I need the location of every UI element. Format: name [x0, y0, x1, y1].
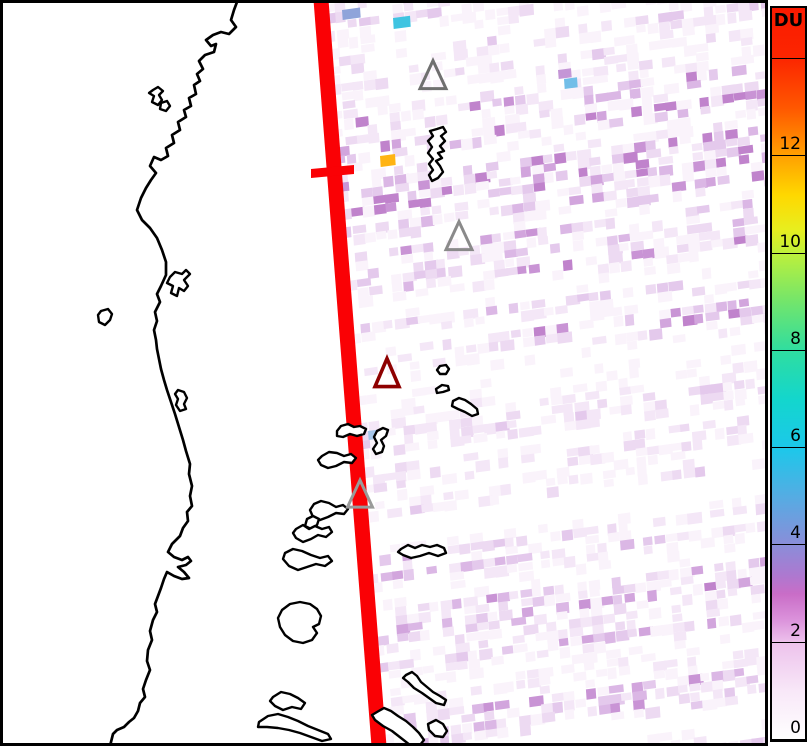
colorbar-tick-label: 4	[790, 523, 801, 544]
anomalous-pixel	[342, 7, 361, 20]
colorbar-unit-label: DU	[773, 10, 804, 31]
colorbar-tick	[772, 544, 805, 546]
island	[291, 523, 334, 544]
anomalous-pixels	[342, 7, 578, 440]
island	[173, 388, 189, 413]
island	[276, 600, 323, 645]
island	[426, 718, 449, 739]
volcano-marker	[345, 476, 375, 509]
anomalous-pixel	[380, 153, 396, 167]
volcano-marker	[372, 354, 402, 389]
island	[165, 268, 192, 298]
coastline	[109, 3, 239, 743]
volcano-marker	[417, 57, 449, 91]
anomalous-pixel	[393, 15, 411, 29]
pixel-field	[323, 3, 766, 743]
volcano-markers	[345, 57, 475, 509]
colorbar-tick	[772, 58, 805, 60]
island	[435, 363, 451, 376]
island	[268, 690, 307, 712]
colorbar-tick	[772, 349, 805, 351]
island	[370, 706, 426, 743]
colorbar-tick	[772, 155, 805, 157]
island	[434, 383, 451, 395]
island	[256, 712, 333, 743]
islands	[96, 85, 480, 743]
colorbar-tick-label: 2	[790, 620, 801, 641]
colorbar-tick	[772, 641, 805, 643]
colorbar-tick-label: 6	[790, 426, 801, 447]
colorbar-tick	[772, 447, 805, 449]
colorbar-tick-label: 10	[779, 231, 801, 252]
colorbar-tick-label: 12	[779, 134, 801, 155]
anomalous-pixel	[558, 68, 572, 79]
anomalous-pixel	[564, 77, 578, 89]
colorbar-tick	[772, 739, 805, 740]
colorbar-tick-label: 0	[790, 718, 801, 738]
map-frame	[0, 0, 768, 746]
island	[426, 125, 448, 183]
satellite-swath-stripe	[313, 3, 387, 743]
swath-notch	[311, 165, 354, 178]
island	[401, 670, 448, 707]
colorbar: DU 0 2 4 6 8 10 12	[770, 6, 807, 742]
island	[96, 307, 114, 327]
colorbar-tick-label: 8	[790, 328, 801, 349]
ocean-background	[0, 0, 768, 746]
island	[450, 396, 480, 418]
island	[335, 422, 368, 439]
colorbar-tick	[772, 252, 805, 254]
island	[371, 426, 390, 456]
island	[316, 450, 358, 470]
island	[396, 543, 448, 560]
island	[158, 99, 172, 113]
volcano-marker	[443, 218, 475, 252]
island	[281, 547, 334, 572]
